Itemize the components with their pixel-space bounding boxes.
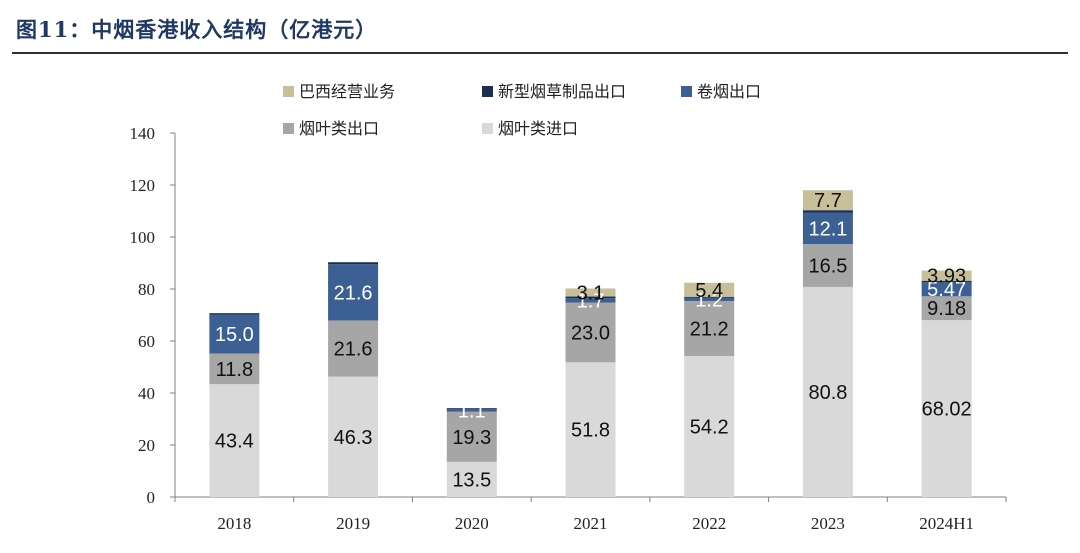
bar-segment xyxy=(209,313,260,315)
bar-segment xyxy=(684,297,735,301)
legend-item: 巴西经营业务 xyxy=(283,82,395,101)
legend-item: 卷烟出口 xyxy=(681,82,761,101)
x-tick-label: 2019 xyxy=(336,514,370,533)
y-tick-label: 60 xyxy=(138,332,155,351)
bar-segment xyxy=(328,264,379,321)
data-label: 46.3 xyxy=(334,427,373,449)
data-label: 5.4 xyxy=(695,280,723,302)
bar-segment xyxy=(328,376,379,497)
data-label: 54.2 xyxy=(690,417,729,439)
bar-segment xyxy=(684,300,735,357)
data-label: 9.18 xyxy=(927,298,966,320)
legend-label: 新型烟草制品出口 xyxy=(498,82,626,101)
y-tick-label: 40 xyxy=(138,384,155,403)
bar-segment xyxy=(446,408,497,409)
y-tick-label: 0 xyxy=(147,488,156,507)
y-tick-label: 20 xyxy=(138,436,155,455)
bar-segment xyxy=(802,212,853,245)
bars: 43.4 46.3 13.5 51.8 54.2 80.8 68.02 11.8 21.6 19.… xyxy=(209,190,972,497)
bar-segment xyxy=(446,411,497,462)
data-label: 13.5 xyxy=(452,469,491,491)
y-tick-label: 140 xyxy=(130,124,156,143)
bar-segment xyxy=(802,244,853,287)
bar-segment xyxy=(921,280,972,283)
bar-segment xyxy=(565,288,616,297)
bar-segment xyxy=(446,461,497,497)
data-label: 5.47 xyxy=(927,279,966,301)
data-label: 16.5 xyxy=(808,255,847,277)
legend-swatch xyxy=(283,123,294,134)
data-label: 19.3 xyxy=(452,427,491,449)
x-tick-label: 2024H1 xyxy=(919,514,974,533)
y-tick-label: 120 xyxy=(130,176,156,195)
bar-segment xyxy=(209,384,260,497)
title-divider xyxy=(12,52,1068,54)
data-label: 1.1 xyxy=(458,400,486,422)
data-label: 11.8 xyxy=(216,359,253,381)
legend-item: 烟叶类出口 xyxy=(283,119,379,138)
bar-segment xyxy=(565,296,616,299)
legend-label: 烟叶类出口 xyxy=(299,119,379,138)
legend-swatch xyxy=(482,123,493,134)
legend-item: 新型烟草制品出口 xyxy=(482,82,626,101)
bar-segment xyxy=(328,262,379,265)
x-tick-label: 2018 xyxy=(217,514,251,533)
legend-label: 卷烟出口 xyxy=(697,82,761,101)
bar-segment xyxy=(684,356,735,497)
bar-segment xyxy=(565,298,616,303)
data-label: 23.0 xyxy=(571,322,610,344)
bar-segment xyxy=(684,296,735,298)
data-label: 21.6 xyxy=(334,339,373,361)
bar-segment xyxy=(921,296,972,321)
bar-segment xyxy=(802,210,853,213)
legend-label: 烟叶类进口 xyxy=(498,119,578,138)
figure-title: 图11：中烟香港收入结构（亿港元） xyxy=(16,17,378,42)
bar-segment xyxy=(446,408,497,412)
bar-segment xyxy=(684,282,735,297)
data-label: 3.1 xyxy=(577,283,605,305)
y-tick-label: 100 xyxy=(130,228,156,247)
legend-item: 烟叶类进口 xyxy=(482,119,578,138)
bar-segment xyxy=(802,190,853,211)
data-label: 51.8 xyxy=(571,420,610,442)
data-label: 21.6 xyxy=(334,282,373,304)
legend-swatch xyxy=(482,86,493,97)
legend-swatch xyxy=(283,86,294,97)
x-tick-label: 2023 xyxy=(811,514,845,533)
bar-segment xyxy=(209,314,260,354)
bar-segment xyxy=(565,362,616,497)
data-label: 1.7 xyxy=(577,290,605,312)
x-tick-label: 2020 xyxy=(455,514,489,533)
bar-segment xyxy=(328,320,379,377)
x-axis: 2018 2019 2020 2021 2022 2023 2024H1 xyxy=(217,514,974,533)
bar-segment xyxy=(209,353,260,385)
bar-segment xyxy=(565,302,616,363)
y-axis: 0 20 40 60 80 100 120 140 xyxy=(130,124,1007,507)
bar-segment xyxy=(921,270,972,281)
legend-label: 巴西经营业务 xyxy=(299,82,395,101)
data-label: 3.93 xyxy=(927,266,966,288)
data-label: 12.1 xyxy=(808,218,847,240)
data-label: 80.8 xyxy=(808,382,847,404)
bar-segment xyxy=(921,320,972,497)
x-tick-label: 2022 xyxy=(692,514,726,533)
data-label: 7.7 xyxy=(814,190,842,212)
bar-segment xyxy=(921,282,972,297)
data-label: 1.2 xyxy=(695,289,723,311)
y-tick-label: 80 xyxy=(138,280,155,299)
data-label: 15.0 xyxy=(215,324,254,346)
data-label: 68.02 xyxy=(922,399,972,421)
x-tick-label: 2021 xyxy=(574,514,608,533)
legend-swatch xyxy=(681,86,692,97)
bar-segment xyxy=(802,286,853,497)
data-label: 21.2 xyxy=(690,319,729,341)
data-label: 43.4 xyxy=(215,431,254,453)
